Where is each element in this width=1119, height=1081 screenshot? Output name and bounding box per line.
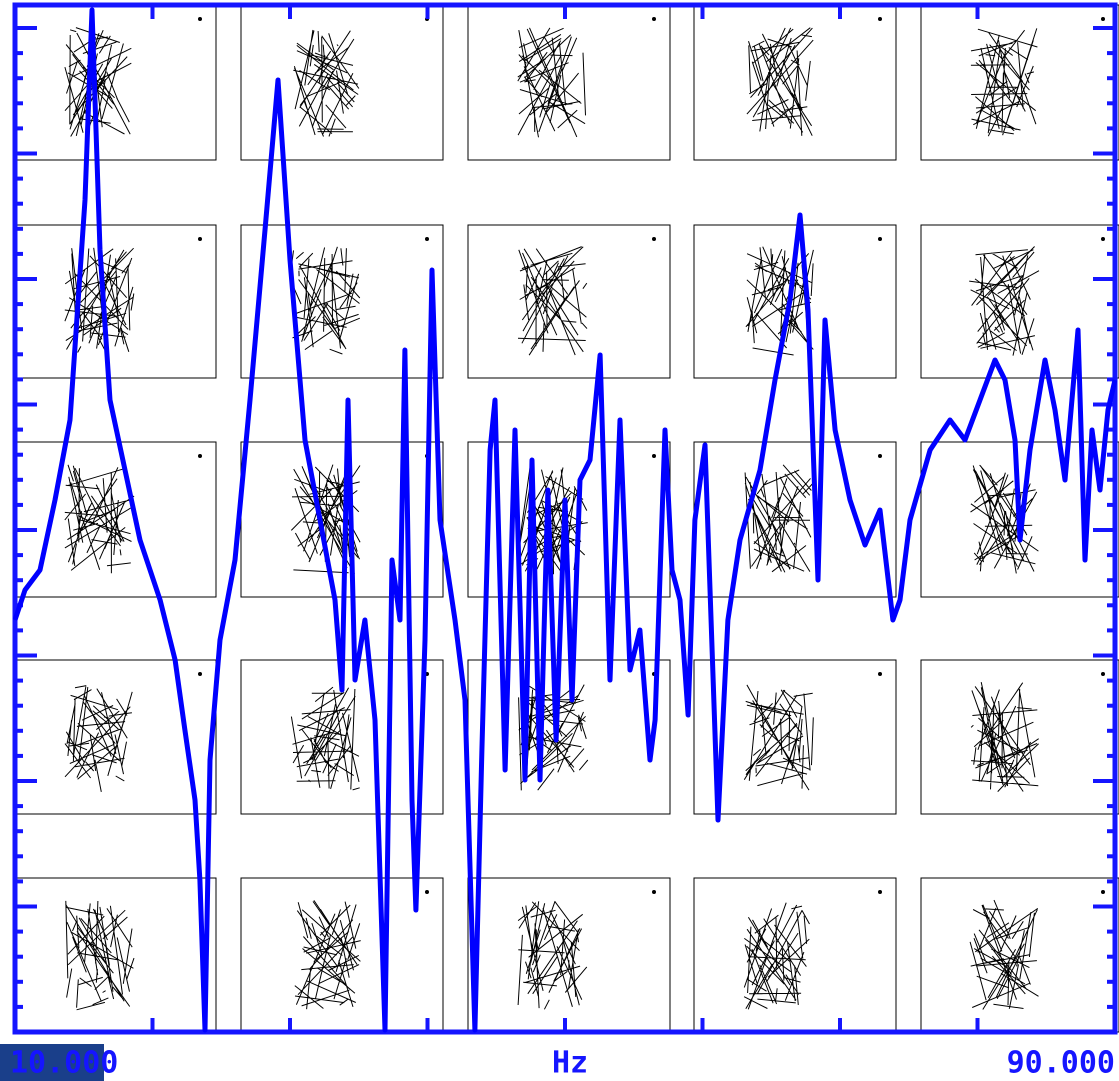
triad — [425, 237, 429, 241]
panel — [693, 659, 897, 815]
triad — [652, 237, 656, 241]
wireframe — [743, 902, 810, 1010]
panel — [14, 4, 217, 161]
wireframe — [294, 900, 361, 1010]
panel — [693, 441, 897, 598]
triad — [878, 17, 882, 21]
panel — [920, 224, 1119, 379]
triad — [1101, 17, 1105, 21]
panel — [693, 224, 897, 379]
panel — [693, 877, 897, 1033]
panel — [14, 877, 217, 1033]
triad — [878, 890, 882, 894]
wireframe — [970, 464, 1039, 574]
triad — [425, 890, 429, 894]
triad — [198, 454, 202, 458]
x-tick-label: 90.000 — [1007, 1046, 1115, 1081]
wireframe — [745, 246, 814, 356]
triad — [198, 237, 202, 241]
x-axis-label: Hz — [552, 1046, 588, 1081]
panel — [920, 877, 1119, 1033]
panel — [920, 659, 1119, 815]
wireframe — [290, 246, 361, 355]
wireframe — [969, 899, 1039, 1010]
wireframe — [743, 684, 814, 791]
panel — [467, 224, 671, 379]
triad — [878, 454, 882, 458]
triad — [652, 890, 656, 894]
wireframe — [969, 246, 1040, 356]
triad — [878, 237, 882, 241]
panel — [467, 4, 671, 161]
wireframe — [65, 900, 135, 1011]
triad — [198, 672, 202, 676]
panel — [693, 4, 897, 161]
wireframe — [970, 681, 1039, 792]
wireframe — [746, 27, 814, 136]
triad — [1101, 672, 1105, 676]
frf-line — [12, 7, 1118, 1033]
triad — [878, 672, 882, 676]
wireframe — [290, 686, 360, 791]
triad — [198, 17, 202, 21]
wireframe — [293, 29, 360, 137]
panel — [240, 224, 444, 379]
triad — [652, 17, 656, 21]
x-tick-label: 10.000 — [10, 1046, 118, 1081]
triad — [652, 454, 656, 458]
panel — [467, 877, 671, 1033]
triad — [1101, 237, 1105, 241]
wireframe — [64, 685, 133, 792]
panel — [14, 441, 217, 598]
wireframe — [517, 27, 586, 138]
wireframe — [517, 900, 588, 1010]
wireframe — [970, 28, 1038, 137]
logo — [0, 1044, 104, 1081]
wireframe — [517, 246, 588, 356]
wireframe — [64, 464, 135, 574]
triad — [1101, 890, 1105, 894]
panel — [920, 441, 1119, 598]
